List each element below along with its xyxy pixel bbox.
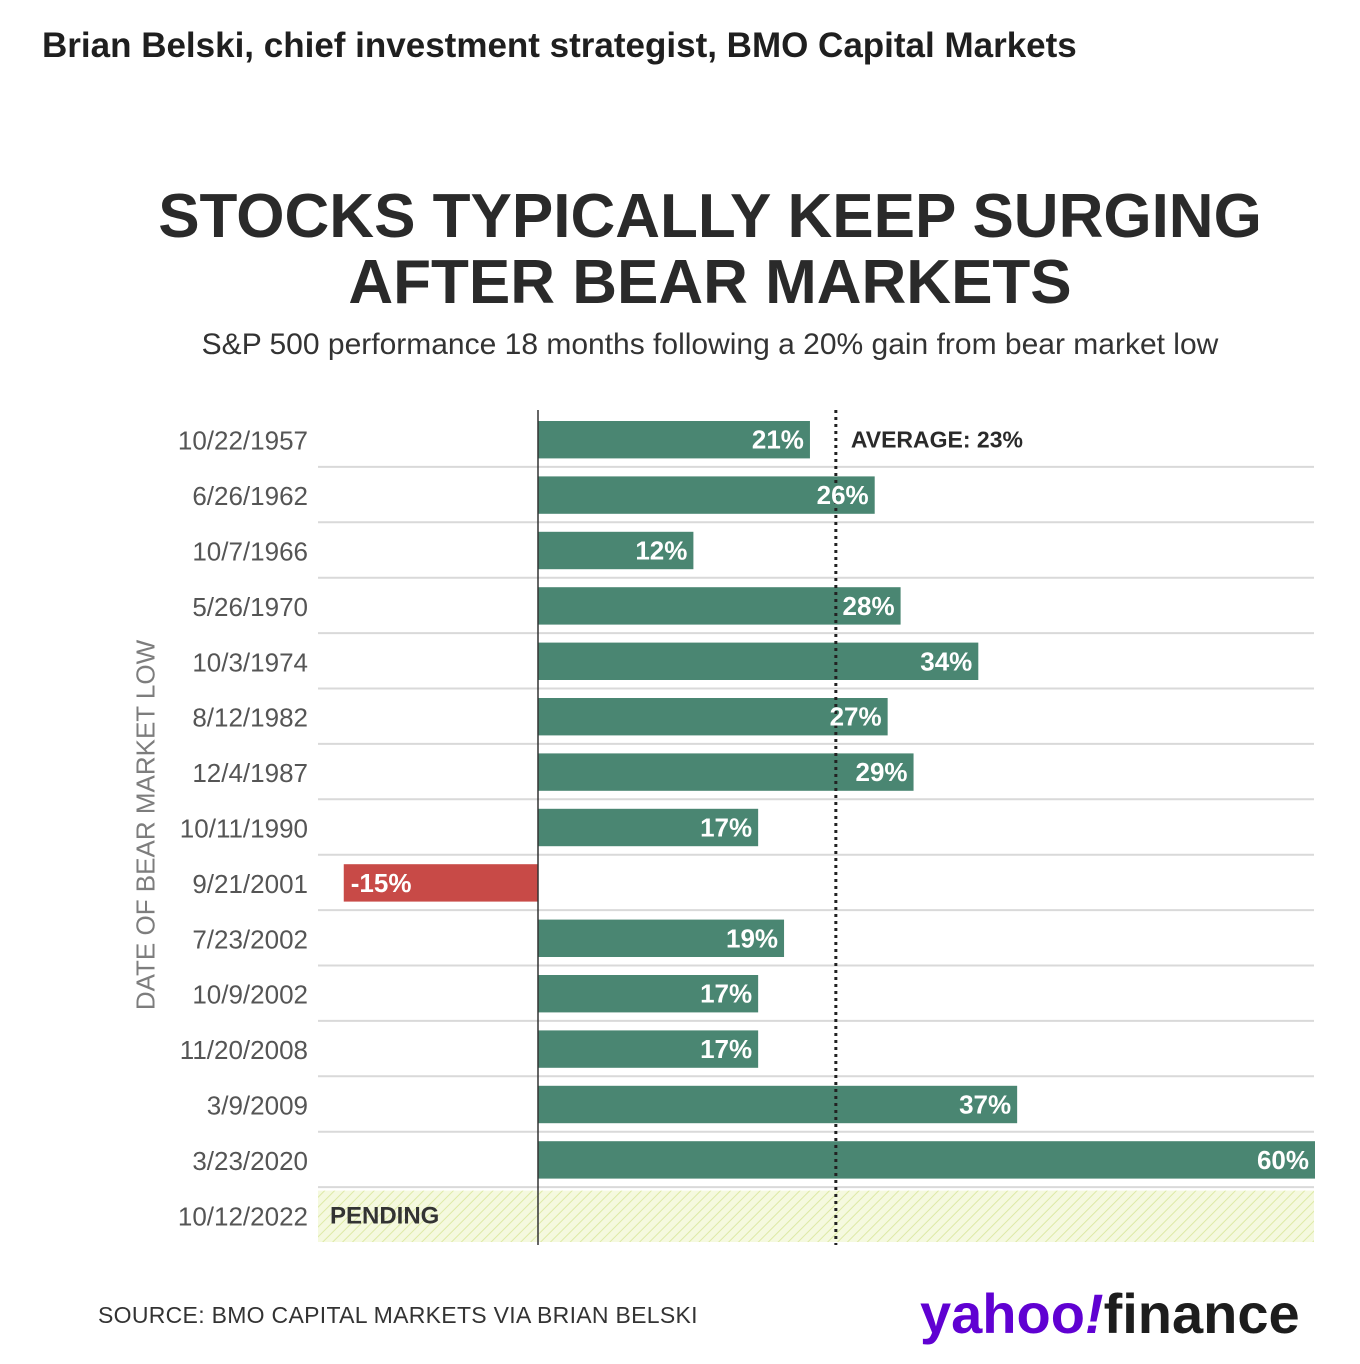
- category-label: 11/20/2008: [180, 1035, 308, 1065]
- data-label: 37%: [959, 1090, 1011, 1120]
- pending-label: PENDING: [330, 1202, 439, 1229]
- bar-positive: [538, 1085, 1018, 1124]
- data-label: 17%: [700, 813, 752, 843]
- bar-positive: [538, 975, 759, 1013]
- data-label: 34%: [920, 646, 972, 676]
- data-label: 12%: [635, 536, 687, 566]
- category-label: 10/11/1990: [180, 814, 308, 844]
- data-label: 27%: [830, 702, 882, 732]
- bar-positive: [538, 919, 785, 957]
- bar-positive: [538, 1030, 759, 1068]
- bar-negative: [343, 864, 538, 902]
- data-label: 21%: [752, 425, 804, 455]
- chart-title-line-1: STOCKS TYPICALLY KEEP SURGING: [158, 182, 1262, 251]
- data-label: 17%: [700, 1034, 752, 1064]
- bar-positive: [538, 476, 875, 514]
- category-label: 6/26/1962: [192, 481, 308, 511]
- data-label: 26%: [817, 480, 869, 510]
- category-label: 7/23/2002: [192, 924, 308, 954]
- byline: Brian Belski, chief investment strategis…: [42, 26, 1077, 65]
- yahoo-finance-logo: yahoo!finance: [920, 1282, 1300, 1346]
- data-label: 17%: [700, 979, 752, 1009]
- bar-positive: [538, 531, 694, 570]
- data-label: 19%: [726, 923, 778, 953]
- logo-finance: finance: [1103, 1282, 1300, 1345]
- category-label: 12/4/1987: [192, 758, 308, 788]
- bar-positive: [538, 698, 888, 736]
- category-label: 10/9/2002: [192, 980, 308, 1010]
- bar-positive: [538, 587, 901, 625]
- source-note: SOURCE: BMO CAPITAL MARKETS VIA BRIAN BE…: [98, 1302, 698, 1328]
- bar-positive: [538, 642, 979, 680]
- chart-subtitle: S&P 500 performance 18 months following …: [201, 328, 1219, 361]
- bar-positive: [538, 808, 759, 847]
- category-label: 10/22/1957: [178, 426, 308, 456]
- bar-chart: 10/22/1957 21% 6/26/1962 26% 10/7/1966 12% 5/2…: [178, 410, 1315, 1245]
- category-label: 8/12/1982: [192, 703, 308, 733]
- category-label: 5/26/1970: [192, 592, 308, 622]
- category-label: 10/12/2022: [178, 1201, 308, 1231]
- category-label: 10/3/1974: [192, 647, 308, 677]
- data-label: -15%: [351, 868, 412, 898]
- average-label: AVERAGE: 23%: [851, 427, 1023, 453]
- bar-positive: [538, 1141, 1315, 1179]
- bar-positive: [538, 753, 914, 791]
- category-label: 3/23/2020: [192, 1146, 308, 1176]
- data-label: 60%: [1257, 1145, 1309, 1175]
- pending-row-background: [318, 1190, 1314, 1242]
- category-label: 10/7/1966: [192, 537, 308, 567]
- bar-positive: [538, 421, 810, 459]
- data-label: 28%: [843, 591, 895, 621]
- logo-yahoo: yahoo: [920, 1282, 1085, 1345]
- logo-exclamation: !: [1084, 1282, 1104, 1345]
- category-label: 9/21/2001: [192, 869, 308, 899]
- category-label: 3/9/2009: [207, 1091, 308, 1121]
- chart-title-line-2: AFTER BEAR MARKETS: [348, 248, 1072, 317]
- data-label: 29%: [856, 757, 908, 787]
